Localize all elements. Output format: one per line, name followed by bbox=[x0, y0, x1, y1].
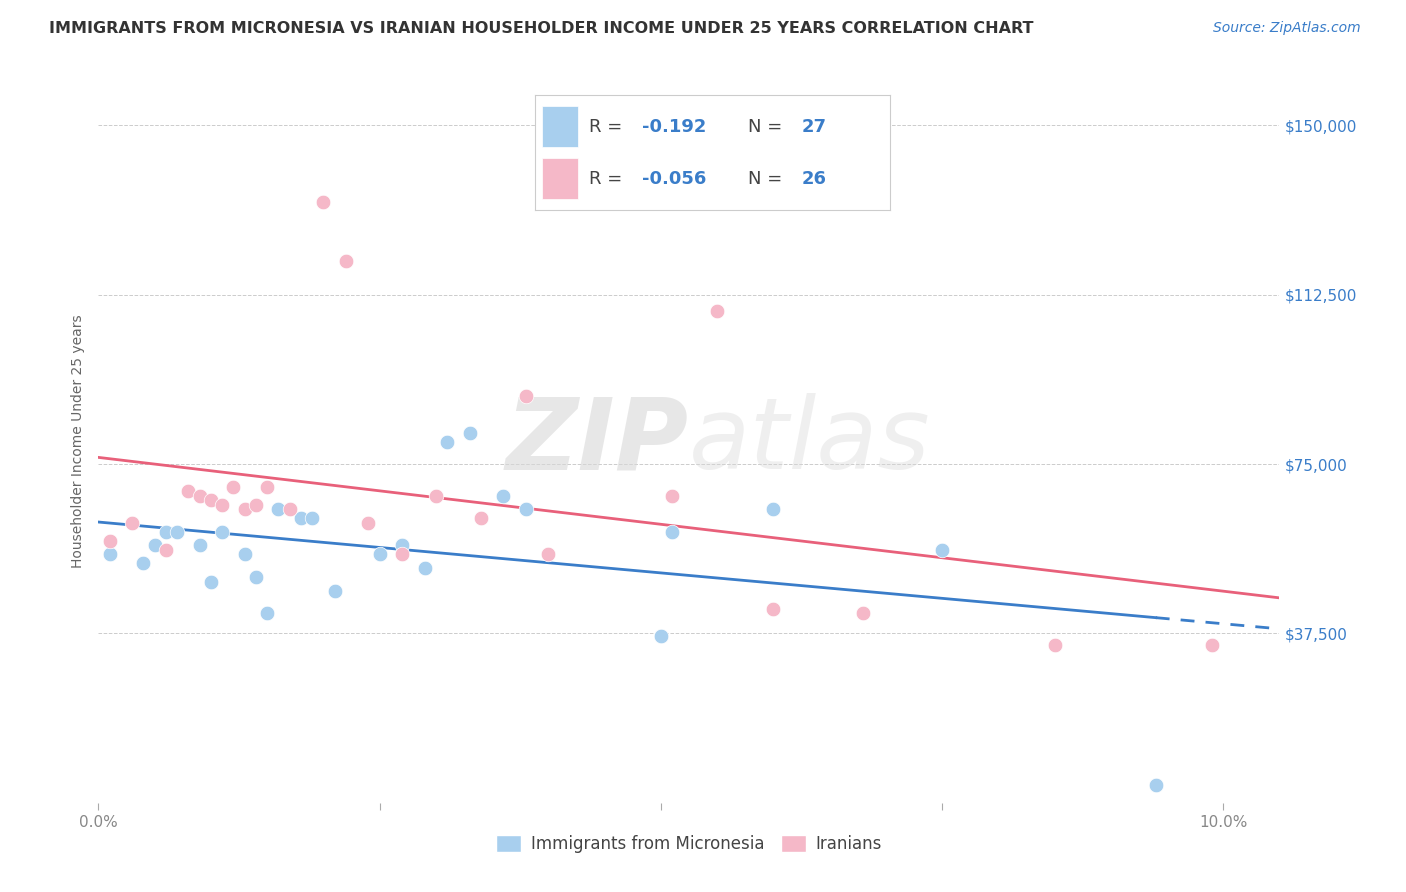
Point bbox=[852, 606, 875, 620]
Point bbox=[537, 548, 560, 562]
Point bbox=[290, 511, 312, 525]
Point bbox=[155, 524, 177, 539]
Point bbox=[121, 516, 143, 530]
Point bbox=[436, 434, 458, 449]
Point bbox=[515, 502, 537, 516]
Point bbox=[650, 629, 672, 643]
Point bbox=[470, 511, 492, 525]
Point bbox=[357, 516, 380, 530]
Point bbox=[492, 489, 515, 503]
Point bbox=[98, 548, 121, 562]
Point bbox=[425, 489, 447, 503]
Point bbox=[278, 502, 301, 516]
Text: ZIP: ZIP bbox=[506, 393, 689, 490]
Point bbox=[762, 502, 785, 516]
Point bbox=[762, 601, 785, 615]
Point bbox=[256, 480, 278, 494]
Point bbox=[391, 548, 413, 562]
Y-axis label: Householder Income Under 25 years: Householder Income Under 25 years bbox=[70, 315, 84, 568]
Point bbox=[267, 502, 290, 516]
Point bbox=[706, 303, 728, 318]
Point bbox=[335, 253, 357, 268]
Point bbox=[245, 570, 267, 584]
Point bbox=[188, 489, 211, 503]
Point bbox=[323, 583, 346, 598]
Point bbox=[211, 524, 233, 539]
Point bbox=[211, 498, 233, 512]
Point bbox=[143, 538, 166, 552]
Point bbox=[200, 574, 222, 589]
Point bbox=[931, 542, 953, 557]
Point bbox=[661, 524, 683, 539]
Point bbox=[132, 557, 155, 571]
Point bbox=[200, 493, 222, 508]
Point bbox=[312, 195, 335, 210]
Point bbox=[391, 538, 413, 552]
Point bbox=[98, 533, 121, 548]
Point bbox=[301, 511, 323, 525]
Point bbox=[1043, 638, 1066, 652]
Legend: Immigrants from Micronesia, Iranians: Immigrants from Micronesia, Iranians bbox=[489, 828, 889, 860]
Text: Source: ZipAtlas.com: Source: ZipAtlas.com bbox=[1213, 21, 1361, 36]
Point bbox=[166, 524, 188, 539]
Point bbox=[413, 561, 436, 575]
Point bbox=[188, 538, 211, 552]
Text: IMMIGRANTS FROM MICRONESIA VS IRANIAN HOUSEHOLDER INCOME UNDER 25 YEARS CORRELAT: IMMIGRANTS FROM MICRONESIA VS IRANIAN HO… bbox=[49, 21, 1033, 37]
Point bbox=[661, 489, 683, 503]
Point bbox=[245, 498, 267, 512]
Point bbox=[1201, 638, 1223, 652]
Point bbox=[222, 480, 245, 494]
Point bbox=[233, 502, 256, 516]
Point bbox=[458, 425, 481, 440]
Point bbox=[1144, 778, 1167, 792]
Point bbox=[155, 542, 177, 557]
Point bbox=[233, 548, 256, 562]
Point bbox=[515, 389, 537, 403]
Text: atlas: atlas bbox=[689, 393, 931, 490]
Point bbox=[256, 606, 278, 620]
Point bbox=[177, 484, 200, 499]
Point bbox=[368, 548, 391, 562]
